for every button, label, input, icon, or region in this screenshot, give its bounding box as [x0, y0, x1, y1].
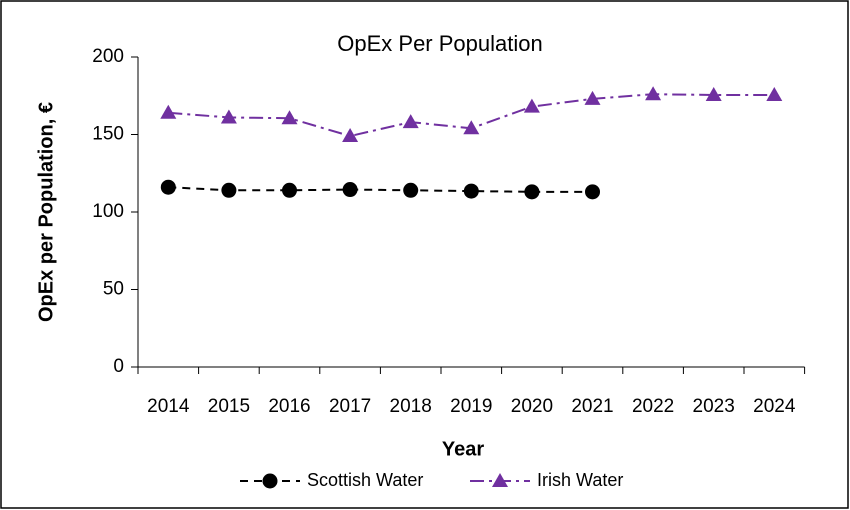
x-tick-label: 2019	[450, 396, 492, 417]
data-point	[342, 182, 358, 198]
data-point	[342, 128, 359, 143]
y-tick-label: 100	[92, 201, 124, 222]
x-tick-label: 2015	[208, 396, 250, 417]
y-tick-label: 200	[92, 46, 124, 67]
x-tick-label: 2020	[511, 396, 553, 417]
data-point	[584, 90, 601, 105]
legend-marker	[262, 473, 278, 489]
data-point	[160, 104, 177, 119]
data-point	[403, 182, 419, 198]
x-tick-label: 2018	[390, 396, 432, 417]
data-point	[281, 110, 298, 125]
x-tick-label: 2016	[268, 396, 310, 417]
series-line	[168, 186, 593, 193]
data-point	[463, 183, 479, 199]
data-point	[463, 120, 480, 135]
x-tick-label: 2017	[329, 396, 371, 417]
y-tick-label: 0	[113, 356, 124, 377]
y-axis-label: OpEx per Population, €	[35, 102, 57, 322]
y-tick-label: 50	[103, 279, 124, 300]
data-point	[766, 86, 783, 101]
x-tick-label: 2023	[693, 396, 735, 417]
data-point	[523, 98, 540, 113]
data-point	[402, 114, 419, 129]
x-tick-label: 2024	[753, 396, 796, 417]
x-tick-label: 2021	[571, 396, 613, 417]
data-point	[585, 184, 600, 200]
data-point	[160, 179, 176, 195]
y-tick-label: 150	[92, 124, 124, 145]
chart-title: OpEx Per Population	[337, 31, 542, 56]
legend-marker	[492, 473, 508, 487]
x-tick-label: 2014	[147, 396, 190, 417]
x-tick-label: 2022	[632, 396, 674, 417]
data-point	[282, 182, 297, 198]
data-point	[221, 182, 237, 198]
legend-label: Irish Water	[537, 470, 623, 490]
legend-label: Scottish Water	[307, 470, 423, 490]
data-point	[705, 86, 722, 101]
x-axis-label: Year	[442, 438, 484, 460]
data-point	[645, 86, 662, 101]
data-point	[524, 184, 540, 200]
data-point	[220, 109, 237, 124]
